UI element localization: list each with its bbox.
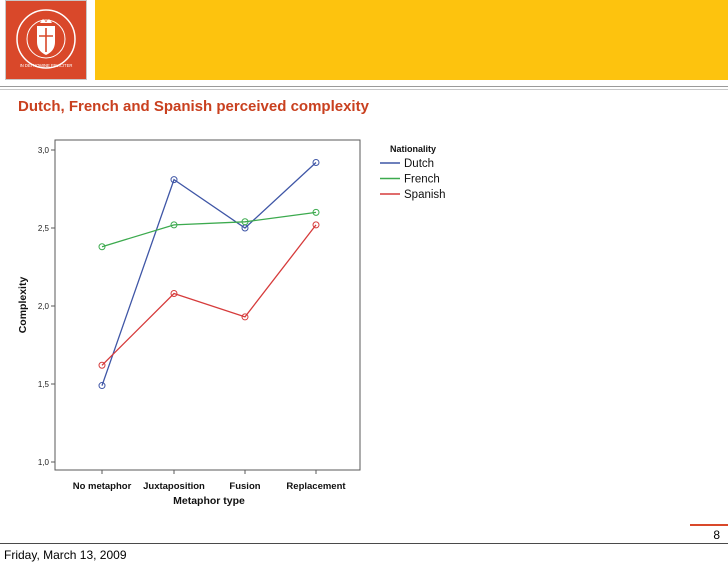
- data-point-spanish: [170, 290, 178, 298]
- legend-label-french: French: [404, 174, 440, 186]
- x-tick-label: Replacement: [286, 481, 346, 492]
- data-point-dutch: [98, 382, 106, 390]
- data-point-spanish: [312, 221, 320, 229]
- slide-title: Dutch, French and Spanish perceived comp…: [18, 98, 369, 115]
- x-tick-label: No metaphor: [73, 481, 132, 492]
- university-seal-icon: IN DEI NOMINE FELICITER: [16, 9, 76, 69]
- y-tick-label: 2,5: [38, 224, 50, 233]
- x-tick-label: Juxtaposition: [143, 481, 205, 492]
- y-tick-label: 3,0: [38, 146, 50, 155]
- data-point-french: [312, 208, 320, 216]
- legend-label-dutch: Dutch: [404, 158, 434, 170]
- legend-label-spanish: Spanish: [404, 189, 446, 201]
- data-point-spanish: [241, 313, 249, 321]
- header-bar: [95, 0, 728, 80]
- data-point-french: [170, 221, 178, 229]
- footer-divider: [0, 543, 728, 544]
- chart-axes: [51, 139, 361, 474]
- y-tick-label: 1,5: [38, 380, 50, 389]
- x-axis-title: Metaphor type: [173, 495, 245, 507]
- legend-title: Nationality: [390, 144, 436, 154]
- page-number-accent: [690, 524, 728, 526]
- data-point-french: [98, 243, 106, 251]
- chart-series: [98, 158, 320, 390]
- series-line-spanish: [101, 224, 317, 366]
- x-tick-label: Fusion: [229, 481, 260, 492]
- data-point-french: [241, 218, 249, 226]
- data-point-dutch: [312, 158, 320, 166]
- data-point-dutch: [170, 176, 178, 184]
- chart-labels: Complexity Metaphor type 1,0 1,5 2,0 2,5 3,0…: [17, 146, 346, 507]
- header-divider: [0, 86, 728, 87]
- logo-motto: IN DEI NOMINE FELICITER: [20, 63, 73, 68]
- series-line-french: [101, 211, 317, 248]
- y-tick-label: 1,0: [38, 458, 50, 467]
- university-logo: IN DEI NOMINE FELICITER: [5, 0, 87, 80]
- data-point-spanish: [98, 361, 106, 369]
- header-divider-secondary: [0, 89, 728, 90]
- chart-legend: Nationality Dutch French Spanish: [380, 144, 446, 201]
- y-tick-label: 2,0: [38, 302, 50, 311]
- series-line-dutch: [101, 162, 317, 386]
- page-number: 8: [713, 528, 720, 542]
- footer-date: Friday, March 13, 2009: [4, 548, 127, 562]
- y-axis-title: Complexity: [17, 277, 29, 334]
